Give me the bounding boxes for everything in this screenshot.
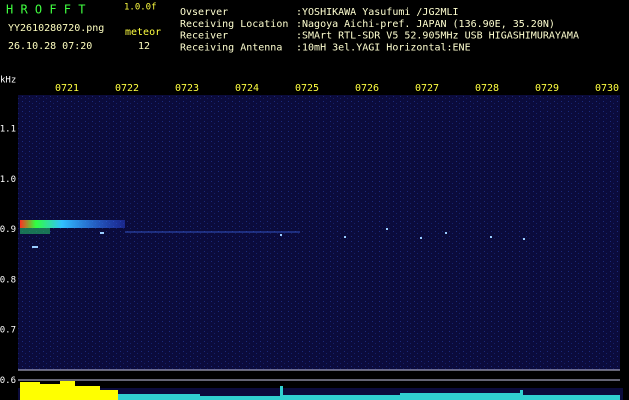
info-value: :Nagoya Aichi-pref. JAPAN (136.90E, 35.2…	[296, 19, 555, 30]
meteor-label: meteor	[125, 27, 161, 38]
level-meter	[20, 381, 118, 400]
y-tick-label: 0.8	[0, 275, 16, 285]
version: 1.0.0f	[124, 3, 157, 13]
info-value: :10mH 3el.YAGI Horizontal:ENE	[296, 42, 471, 53]
datetime: 26.10.28 07:20	[8, 41, 92, 52]
meteor-echo	[20, 228, 50, 234]
info-label: Receiving Location	[180, 19, 288, 30]
x-tick-label: 0724	[235, 83, 259, 94]
x-tick-label: 0726	[355, 83, 379, 94]
axis-unit: kHz	[0, 76, 16, 86]
x-tick-label: 0725	[295, 83, 319, 94]
meteor-echo	[20, 220, 125, 228]
file-name: YY2610280720.png	[8, 23, 104, 34]
x-tick-label: 0727	[415, 83, 439, 94]
x-tick-label: 0721	[55, 83, 79, 94]
y-tick-label: 1.0	[0, 175, 16, 185]
x-tick-label: 0722	[115, 83, 139, 94]
info-label: Ovserver	[180, 7, 228, 18]
x-tick-label: 0729	[535, 83, 559, 94]
app-name: H R O F F T	[6, 3, 85, 17]
info-value: :SMArt RTL-SDR V5 52.905MHz USB HIGASHIM…	[296, 31, 579, 42]
level-meter	[118, 386, 620, 400]
y-tick-label: 0.9	[0, 225, 16, 235]
y-tick-label: 0.7	[0, 326, 16, 336]
meteor-dots	[32, 228, 525, 248]
info-label: Receiver	[180, 31, 228, 42]
y-tick-label: 1.1	[0, 125, 16, 135]
spectrogram	[18, 95, 620, 370]
info-value: :YOSHIKAWA Yasufumi /JG2MLI	[296, 7, 459, 18]
meteor-count: 12	[138, 41, 150, 52]
x-tick-label: 0723	[175, 83, 199, 94]
y-tick-label: 0.6	[0, 376, 16, 386]
info-label: Receiving Antenna	[180, 42, 282, 53]
x-tick-label: 0730	[595, 83, 619, 94]
x-tick-label: 0728	[475, 83, 499, 94]
